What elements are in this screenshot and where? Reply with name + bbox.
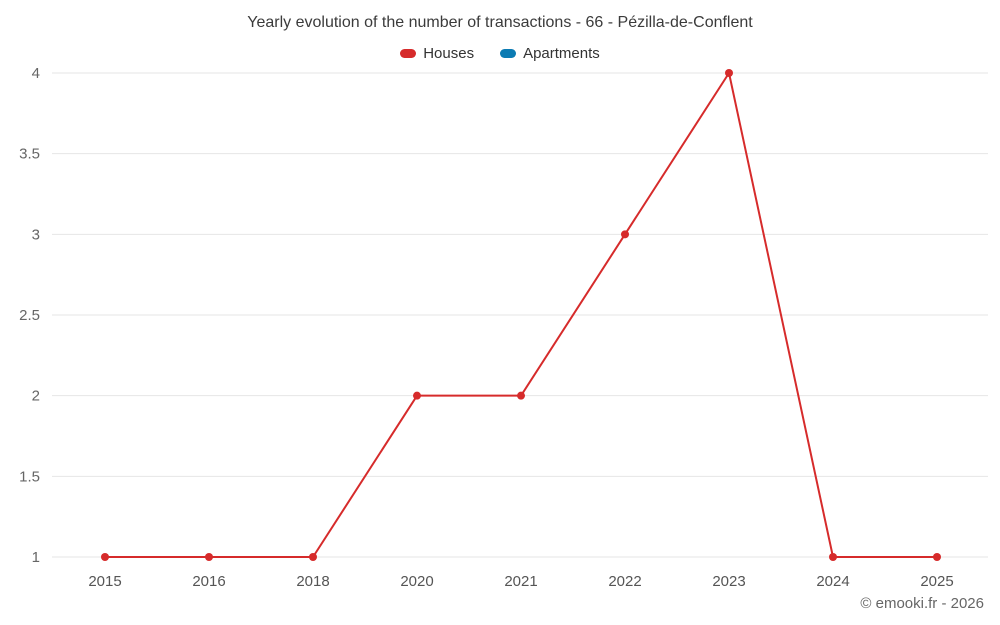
y-axis-tick-label: 1 (32, 549, 40, 566)
data-point-houses[interactable] (205, 553, 213, 561)
apartments-series-marker-icon (500, 49, 517, 58)
data-point-houses[interactable] (101, 553, 109, 561)
y-axis-tick-label: 2.5 (19, 307, 40, 324)
data-point-houses[interactable] (413, 391, 421, 400)
copyright-credit: © emooki.fr - 2026 (860, 595, 984, 612)
data-point-houses[interactable] (517, 391, 525, 400)
x-axis-tick-label: 2022 (608, 573, 641, 590)
x-axis-tick-label: 2021 (504, 573, 537, 590)
legend-label-apartments: Apartments (523, 45, 600, 62)
chart-legend: Houses Apartments (0, 45, 1000, 62)
x-axis-tick-label: 2020 (400, 573, 433, 590)
y-axis-tick-label: 3 (32, 226, 40, 243)
x-axis-tick-label: 2025 (920, 573, 953, 590)
x-axis-tick-label: 2015 (88, 573, 121, 590)
legend-item-houses[interactable]: Houses (400, 45, 474, 62)
houses-series-marker-icon (400, 49, 417, 58)
y-axis-tick-label: 3.5 (19, 146, 40, 163)
data-point-houses[interactable] (829, 553, 837, 561)
y-axis-tick-label: 2 (32, 388, 40, 405)
y-axis-tick-label: 1.5 (19, 468, 40, 485)
x-axis-tick-label: 2024 (816, 573, 849, 590)
data-point-houses[interactable] (621, 230, 629, 239)
data-point-houses[interactable] (725, 69, 733, 77)
x-axis-tick-label: 2016 (192, 573, 225, 590)
legend-item-apartments[interactable]: Apartments (500, 45, 600, 62)
data-point-houses[interactable] (309, 553, 317, 561)
legend-label-houses: Houses (423, 45, 475, 62)
data-point-houses[interactable] (933, 553, 941, 561)
x-axis-tick-label: 2018 (296, 573, 329, 590)
chart-title: Yearly evolution of the number of transa… (247, 14, 753, 31)
x-axis-tick-label: 2023 (712, 573, 745, 590)
y-axis-tick-label: 4 (32, 65, 40, 82)
